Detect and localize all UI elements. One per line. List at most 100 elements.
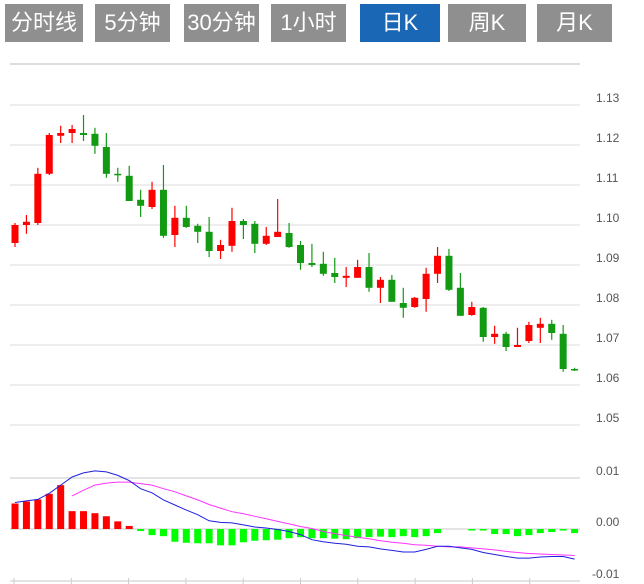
candle-body	[205, 231, 213, 251]
candle-body	[194, 225, 202, 232]
candle-body	[548, 323, 556, 333]
macd-bar	[80, 511, 88, 529]
macd-bar	[148, 529, 156, 536]
candle	[228, 207, 236, 252]
candle-body	[68, 129, 76, 133]
macd-bar	[125, 525, 133, 529]
tab-weekly-k[interactable]: 周K	[448, 4, 526, 42]
macd-bar	[502, 529, 510, 535]
tab-30min[interactable]: 30分钟	[184, 4, 259, 42]
tab-1hour[interactable]: 1小时	[271, 4, 346, 42]
candle	[22, 215, 30, 234]
candle	[434, 247, 442, 283]
candle	[456, 273, 464, 316]
candle-body	[251, 223, 259, 244]
candle	[251, 221, 259, 253]
candle	[331, 257, 339, 283]
macd-histogram	[11, 485, 579, 546]
macd-bar	[57, 485, 65, 529]
candle-body	[308, 263, 316, 265]
macd-bar	[102, 516, 110, 529]
candle	[194, 223, 202, 243]
price-tick: 1.09	[596, 251, 620, 265]
candle-body	[513, 345, 521, 347]
macd-bar	[399, 529, 407, 537]
candle	[171, 205, 179, 247]
candle	[445, 249, 453, 291]
macd-bar	[285, 529, 293, 539]
candle	[45, 133, 53, 175]
macd-bar	[548, 529, 556, 533]
candle	[502, 331, 510, 351]
candle	[388, 275, 396, 302]
candle	[536, 317, 544, 343]
candle	[365, 253, 373, 292]
macd-bar	[342, 529, 350, 540]
candle-body	[365, 267, 373, 288]
macd-bar	[513, 529, 521, 537]
candle-body	[502, 333, 510, 347]
candle-body	[456, 287, 464, 316]
candle	[479, 307, 487, 342]
candle	[80, 115, 88, 141]
macd-bar	[68, 511, 76, 529]
macd-bar	[468, 529, 476, 531]
candle	[319, 251, 327, 276]
macd-bar	[11, 503, 19, 529]
candle	[354, 259, 362, 278]
macd-bar	[171, 529, 179, 542]
candle	[182, 205, 190, 228]
macd-bar	[354, 529, 362, 539]
price-tick: 1.07	[596, 331, 620, 345]
macd-axis: 0.01 0.00 -0.01	[592, 464, 620, 581]
candle	[159, 165, 167, 238]
candle-body	[171, 217, 179, 235]
macd-bar	[422, 529, 430, 537]
tab-daily-k[interactable]: 日K	[360, 4, 440, 42]
macd-bar	[319, 529, 327, 539]
macd-bar	[91, 513, 99, 529]
candle-body	[422, 273, 430, 299]
macd-bar	[376, 529, 384, 537]
macd-bar	[571, 529, 579, 534]
candle-body	[228, 221, 236, 246]
candle-body	[445, 255, 453, 290]
candle-body	[137, 199, 145, 206]
candle	[411, 297, 419, 308]
tab-5min[interactable]: 5分钟	[95, 4, 170, 42]
macd-bar	[297, 529, 304, 538]
candle-body	[182, 217, 190, 227]
macd-bar	[114, 521, 122, 529]
candle	[559, 325, 567, 372]
macd-bar	[239, 529, 247, 543]
candle	[114, 167, 122, 182]
macd-bar	[559, 529, 567, 531]
price-tick: 1.05	[596, 411, 620, 425]
tab-monthly-k[interactable]: 月K	[537, 4, 612, 42]
candles	[11, 115, 579, 372]
candle-body	[22, 221, 30, 225]
tab-intraday[interactable]: 分时线	[5, 4, 83, 42]
candle	[239, 219, 247, 239]
price-tick: 1.12	[596, 131, 620, 145]
price-axis: 1.13 1.12 1.11 1.10 1.09 1.08 1.07 1.06 …	[596, 91, 620, 425]
dea-line	[71, 481, 575, 556]
macd-bar	[388, 529, 396, 538]
candle-body	[125, 175, 133, 201]
candle	[525, 321, 533, 343]
candle-body	[536, 323, 544, 328]
dif-line	[14, 470, 575, 560]
candle-body	[319, 263, 327, 274]
candle-body	[331, 273, 339, 277]
candle	[34, 167, 42, 225]
macd-bar	[194, 529, 202, 544]
candle	[342, 267, 350, 287]
macd-tick: 0.00	[596, 515, 620, 529]
candle-body	[11, 225, 19, 243]
candle-body	[274, 231, 282, 237]
candle	[571, 367, 579, 371]
price-tick: 1.11	[596, 171, 619, 185]
macd-bar	[182, 529, 190, 543]
candle	[422, 267, 430, 312]
